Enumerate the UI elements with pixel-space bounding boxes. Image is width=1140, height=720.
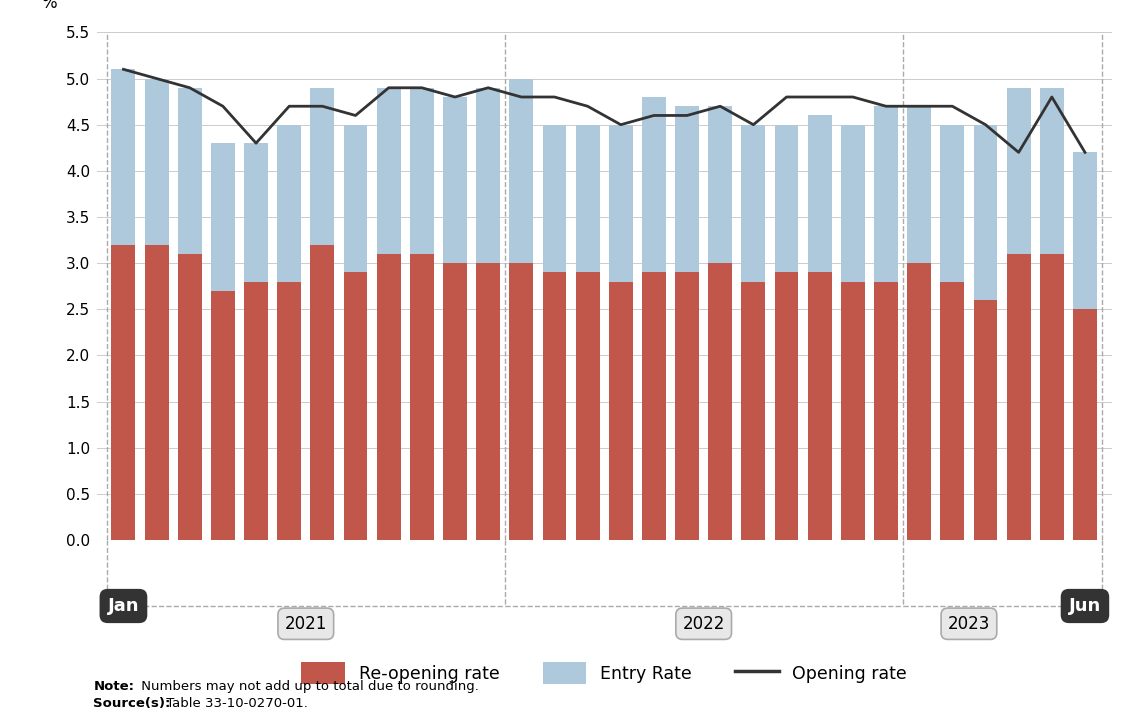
Bar bbox=[178, 254, 202, 540]
Bar bbox=[211, 291, 235, 540]
Text: Source(s):: Source(s): bbox=[93, 697, 171, 710]
Bar bbox=[510, 78, 534, 263]
Bar bbox=[376, 88, 400, 254]
Bar bbox=[675, 107, 699, 272]
Bar bbox=[277, 282, 301, 540]
Bar bbox=[642, 97, 666, 272]
Bar bbox=[443, 97, 467, 263]
Bar bbox=[310, 245, 334, 540]
Bar bbox=[1040, 254, 1064, 540]
Bar bbox=[609, 282, 633, 540]
Bar bbox=[708, 263, 732, 540]
Bar bbox=[907, 107, 931, 263]
Bar bbox=[310, 88, 334, 245]
Bar bbox=[841, 125, 865, 282]
Bar bbox=[576, 272, 600, 540]
Bar bbox=[112, 69, 136, 245]
Text: 2021: 2021 bbox=[285, 615, 327, 633]
Bar bbox=[244, 143, 268, 282]
Bar bbox=[477, 88, 500, 263]
Bar bbox=[211, 143, 235, 291]
Bar bbox=[376, 254, 400, 540]
Bar bbox=[808, 272, 832, 540]
Bar bbox=[178, 88, 202, 254]
Bar bbox=[244, 282, 268, 540]
Text: Jun: Jun bbox=[1069, 597, 1101, 615]
Bar bbox=[410, 254, 434, 540]
Bar bbox=[1073, 153, 1097, 310]
Bar bbox=[940, 125, 964, 282]
Text: Numbers may not add up to total due to rounding.: Numbers may not add up to total due to r… bbox=[137, 680, 479, 693]
Bar bbox=[974, 300, 998, 540]
Bar bbox=[477, 263, 500, 540]
Bar bbox=[874, 282, 898, 540]
Bar bbox=[642, 272, 666, 540]
Bar bbox=[940, 282, 964, 540]
Text: Jan: Jan bbox=[107, 597, 139, 615]
Bar bbox=[543, 272, 567, 540]
Bar bbox=[1073, 310, 1097, 540]
Bar bbox=[609, 125, 633, 282]
Bar bbox=[112, 245, 136, 540]
Bar bbox=[708, 107, 732, 263]
Bar bbox=[808, 115, 832, 272]
Bar bbox=[741, 282, 765, 540]
Bar bbox=[145, 245, 169, 540]
Bar bbox=[410, 88, 434, 254]
Bar bbox=[145, 78, 169, 245]
Bar bbox=[974, 125, 998, 300]
Bar bbox=[774, 125, 798, 272]
Bar bbox=[841, 282, 865, 540]
Text: Note:: Note: bbox=[93, 680, 135, 693]
Bar bbox=[1007, 254, 1031, 540]
Bar bbox=[576, 125, 600, 272]
Bar bbox=[277, 125, 301, 282]
Bar bbox=[543, 125, 567, 272]
Text: 2023: 2023 bbox=[947, 615, 991, 633]
Bar bbox=[343, 272, 367, 540]
Bar bbox=[510, 263, 534, 540]
Text: Table 33-10-0270-01.: Table 33-10-0270-01. bbox=[162, 697, 308, 710]
Bar bbox=[443, 263, 467, 540]
Text: %: % bbox=[41, 0, 57, 12]
Bar bbox=[1040, 88, 1064, 254]
Legend: Re-opening rate, Entry Rate, Opening rate: Re-opening rate, Entry Rate, Opening rat… bbox=[301, 662, 907, 683]
Bar bbox=[741, 125, 765, 282]
Bar bbox=[675, 272, 699, 540]
Bar bbox=[774, 272, 798, 540]
Text: 2022: 2022 bbox=[683, 615, 725, 633]
Bar bbox=[874, 107, 898, 282]
Bar bbox=[907, 263, 931, 540]
Bar bbox=[343, 125, 367, 272]
Bar bbox=[1007, 88, 1031, 254]
